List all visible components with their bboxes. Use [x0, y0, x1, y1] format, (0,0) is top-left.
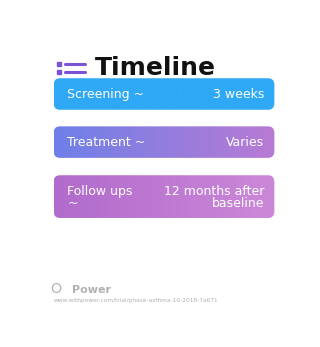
Text: www.withpower.com/trial/phase-asthma-10-2018-7a671: www.withpower.com/trial/phase-asthma-10-… [54, 298, 218, 303]
Text: ⵔ: ⵔ [51, 283, 62, 296]
Text: 12 months after: 12 months after [164, 185, 264, 198]
Text: Treatment ~: Treatment ~ [67, 136, 146, 149]
Text: Varies: Varies [226, 136, 264, 149]
Text: Screening ~: Screening ~ [67, 87, 144, 101]
Text: ~: ~ [67, 196, 78, 210]
Text: Follow ups: Follow ups [67, 185, 133, 198]
Text: Power: Power [72, 285, 111, 295]
Text: baseline: baseline [212, 196, 264, 210]
Text: Timeline: Timeline [95, 56, 216, 80]
Text: 3 weeks: 3 weeks [213, 87, 264, 101]
